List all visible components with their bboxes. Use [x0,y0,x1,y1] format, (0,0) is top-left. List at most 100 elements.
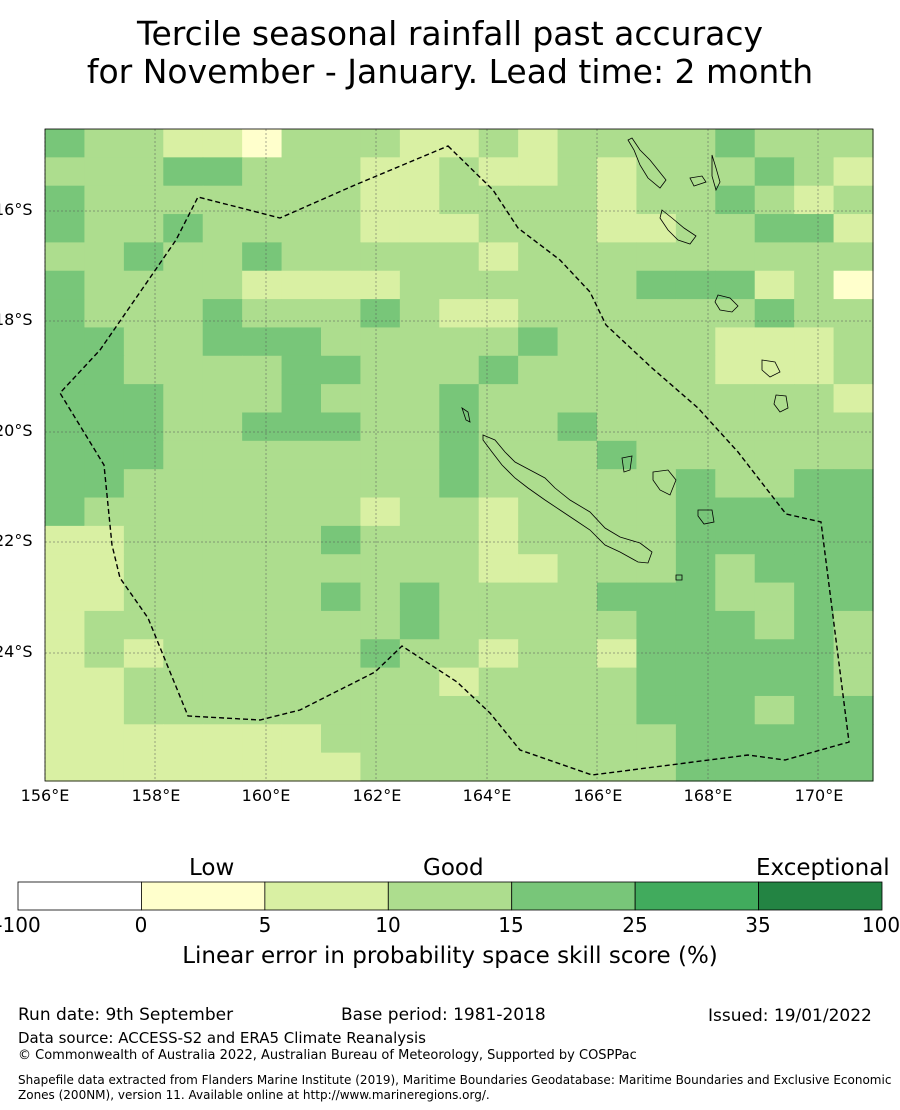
skill-cell [754,129,795,158]
skill-cell [754,695,795,725]
lon-label-162e: 162°E [352,786,402,805]
skill-cell [518,185,559,215]
vanuatu-pentecost-outline [711,154,721,192]
skill-cell [794,157,835,187]
skill-cell [281,752,322,782]
skill-cell [163,525,204,555]
skill-cell [478,724,519,754]
skill-cell [45,582,86,612]
run-date: Run date: 9th September [18,1005,234,1025]
skill-cell [399,695,440,725]
skill-cell [518,270,559,300]
skill-cell [399,525,440,555]
skill-cell [754,412,795,442]
skill-cell [557,412,598,442]
skill-cell [754,355,795,385]
colorbar-segment [758,881,883,911]
skill-cell [754,327,795,357]
skill-cell [675,214,716,243]
skill-cell [163,724,204,754]
vanuatu-tanna-outline [761,359,781,378]
skill-cell [163,157,204,187]
skill-cell [833,355,874,385]
skill-cell [84,185,125,215]
skill-cell [123,270,164,300]
skill-cell [321,355,362,385]
skill-cell [597,185,638,215]
skill-cell [360,752,401,782]
skill-cell [399,355,440,385]
skill-cell [439,384,480,414]
skill-cell [281,299,322,329]
skill-cell [636,582,677,612]
skill-cell [715,157,756,187]
skill-cell [281,214,322,243]
skill-cell [478,327,519,357]
skill-cell [636,525,677,555]
skill-cell [163,610,204,640]
category-exceptional: Exceptional [756,855,890,881]
skill-cell [557,185,598,215]
skill-cell [439,157,480,187]
skill-cell [281,129,322,158]
skill-cell [675,384,716,414]
skill-cell [518,469,559,499]
skill-cell [242,157,283,187]
skill-cell [597,327,638,357]
skill-cell [715,724,756,754]
skill-cell [84,355,125,385]
skill-cell [439,497,480,527]
skill-cell [597,355,638,385]
issued-date: Issued: 19/01/2022 [708,1006,872,1026]
skill-cell [321,299,362,329]
skill-cell [597,299,638,329]
skill-cell [833,610,874,640]
skill-cell [439,582,480,612]
skill-cell [360,185,401,215]
skill-cell [202,299,243,329]
skill-cell [242,582,283,612]
skill-cell [636,440,677,470]
skill-cell [518,440,559,470]
skill-cell [321,525,362,555]
skill-cell [557,582,598,612]
colorbar-segment [141,881,266,911]
lat-label-22s: 22°S [0,531,33,550]
skill-cell [715,412,756,442]
skill-cell [478,554,519,584]
skill-cell [478,469,519,499]
colorbar-tick: 15 [498,913,524,937]
skill-cell [321,497,362,527]
skill-cell [439,667,480,697]
skill-grid [45,129,874,782]
skill-cell [360,469,401,499]
skill-cell [794,327,835,357]
skill-cell [45,185,86,215]
skill-cell [597,639,638,669]
skill-cell [794,185,835,215]
skill-cell [321,242,362,272]
skill-cell [45,667,86,697]
skill-cell [360,299,401,329]
skill-cell [281,639,322,669]
skill-cell [360,695,401,725]
skill-cell [84,695,125,725]
skill-cell [281,270,322,300]
skill-cell [715,270,756,300]
skill-cell [715,327,756,357]
skill-cell [557,469,598,499]
skill-cell [45,610,86,640]
skill-cell [439,214,480,243]
skill-cell [833,440,874,470]
map-gridlines [44,129,873,781]
skill-cell [360,242,401,272]
skill-cell [675,270,716,300]
skill-cell [794,355,835,385]
skill-cell [478,440,519,470]
skill-cell [399,129,440,158]
skill-cell [715,214,756,243]
map-frame [44,128,874,782]
skill-cell [715,242,756,272]
skill-cell [597,497,638,527]
skill-cell [478,667,519,697]
